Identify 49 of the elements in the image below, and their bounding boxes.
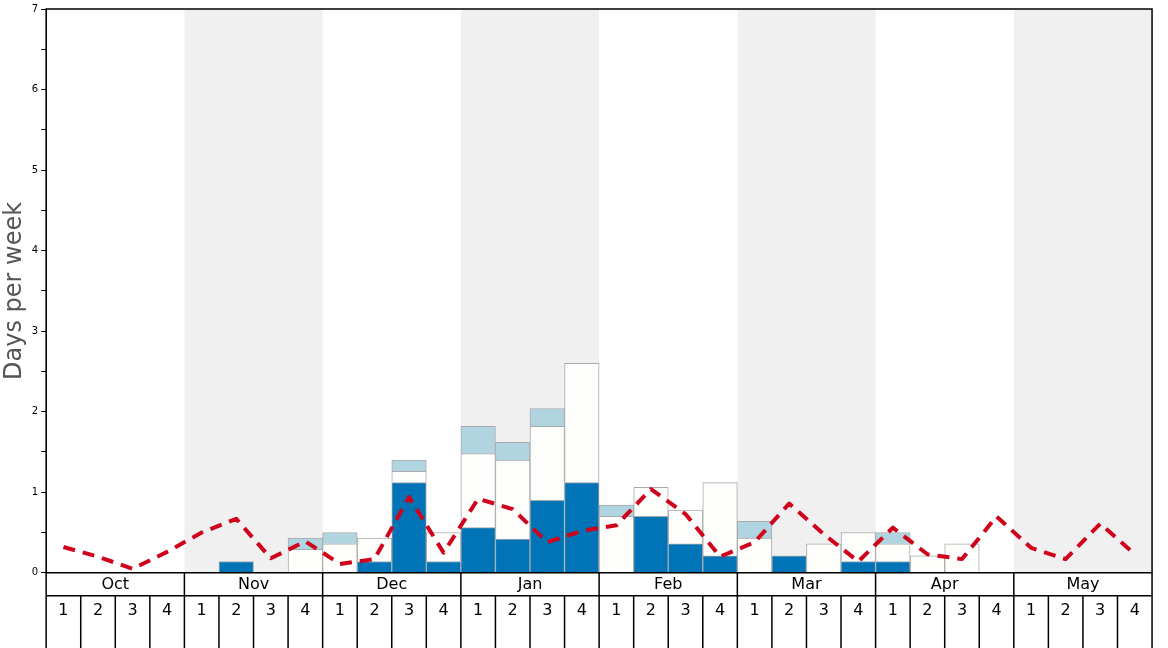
text: Nov — [237, 573, 270, 593]
x-tick-label: 2 — [645, 599, 657, 619]
y-axis-title: Days per week — [0, 201, 27, 380]
x-tick-label: 1 — [611, 599, 622, 619]
x-tick-label: 2 — [369, 599, 380, 619]
x-tick-label: 3 — [403, 599, 415, 619]
x-tick-label: 1 — [58, 599, 69, 619]
x-tick-label: 3 — [265, 599, 276, 619]
x-tick-label: 1 — [473, 599, 484, 619]
x-tick-label: 3 — [542, 599, 553, 619]
x-tick-label: 3 — [1095, 599, 1106, 619]
y-tick-label: 5 — [31, 163, 39, 175]
x-tick-label: 4 — [991, 599, 1002, 619]
x-tick-label: 1 — [196, 599, 207, 619]
y-tick-label: 4 — [31, 244, 39, 256]
x-tick-label: 2 — [1060, 599, 1071, 619]
text: Dec — [376, 573, 408, 593]
y-tick-label: 1 — [31, 485, 39, 497]
text: Mar — [791, 573, 822, 593]
x-tick-label: 1 — [887, 599, 898, 619]
y-tick-label: 0 — [31, 566, 39, 578]
x-tick-label: 2 — [784, 599, 795, 619]
x-tick-label: 2 — [231, 599, 242, 619]
y-tick-label: 3 — [31, 324, 39, 336]
x-tick-label: 4 — [438, 599, 449, 619]
x-tick-label: 4 — [576, 599, 587, 619]
x-tick-label: 4 — [1129, 599, 1140, 619]
x-tick-label: 2 — [92, 599, 104, 619]
x-tick-label: 1 — [334, 599, 346, 619]
text: May — [1066, 573, 1100, 593]
y-tick-label: 7 — [31, 2, 39, 14]
x-tick-label: 2 — [507, 599, 518, 619]
text: Jan — [516, 573, 543, 593]
text: Apr — [930, 573, 959, 593]
x-tick-label: 4 — [714, 599, 726, 619]
x-tick-label: 4 — [853, 599, 864, 619]
x-tick-label: 1 — [749, 599, 760, 619]
x-tick-label: 3 — [680, 599, 691, 619]
text: Oct — [101, 573, 130, 593]
y-tick-label: 6 — [31, 83, 39, 95]
x-tick-label: 3 — [127, 599, 138, 619]
x-tick-label: 3 — [956, 599, 968, 619]
text: Feb — [654, 573, 683, 593]
x-tick-label: 1 — [1026, 599, 1037, 619]
y-tick-label: 2 — [31, 405, 39, 417]
x-tick-label: 2 — [922, 599, 933, 619]
x-tick-label: 4 — [300, 599, 311, 619]
x-tick-label: 4 — [162, 599, 173, 619]
x-tick-label: 3 — [818, 599, 829, 619]
